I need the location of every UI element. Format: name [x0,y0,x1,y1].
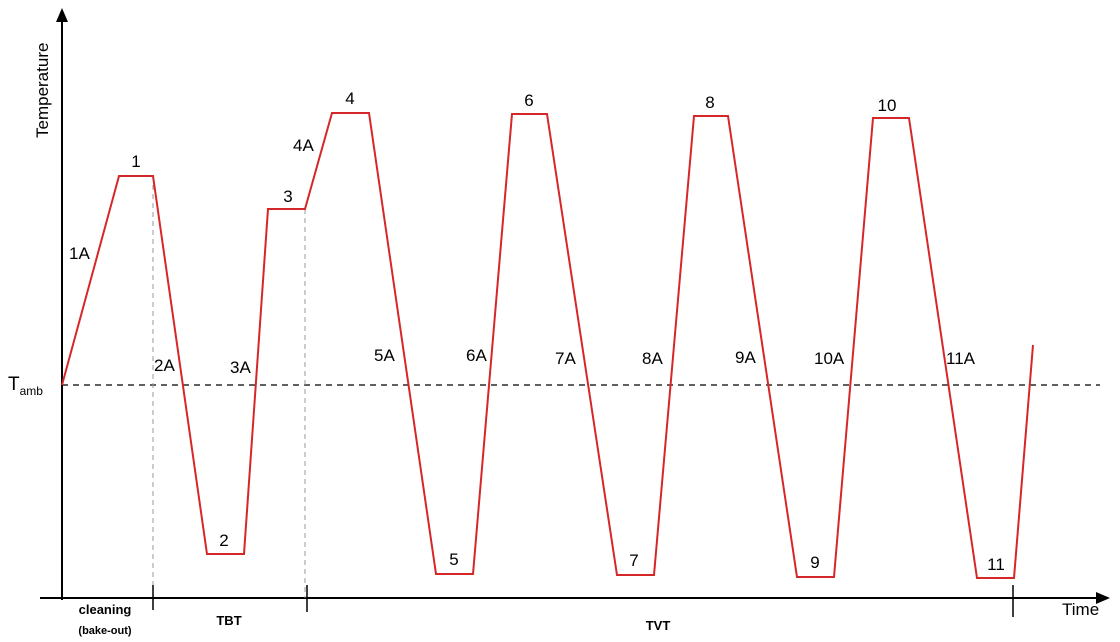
phase-label-cleaning: cleaning [79,602,132,617]
transition-label-3A: 3A [230,358,251,377]
temperature-profile-line [61,112,1034,579]
transition-label-10A: 10A [814,349,845,368]
transition-label-2A: 2A [154,356,175,375]
point-label-9: 9 [810,553,819,572]
y-axis-label: Temperature [33,43,52,138]
transition-label-7A: 7A [555,349,576,368]
phase-label-tbt: TBT [216,613,241,628]
transition-label-4A: 4A [293,136,314,155]
transition-label-9A: 9A [735,348,756,367]
transition-label-6A: 6A [466,346,487,365]
x-axis-arrow-icon [1096,592,1110,604]
point-label-6: 6 [524,91,533,110]
y-axis-arrow-icon [56,8,68,22]
point-label-10: 10 [878,96,897,115]
point-label-5: 5 [449,550,458,569]
transition-label-5A: 5A [374,346,395,365]
point-label-2: 2 [219,531,228,550]
point-label-7: 7 [629,551,638,570]
phase-label-cleaning-sub: (bake-out) [78,625,132,637]
transition-label-8A: 8A [642,349,663,368]
point-label-11: 11 [987,555,1005,574]
point-label-3: 3 [283,187,292,206]
transition-label-1A: 1A [69,244,90,263]
ambient-reference-label: Tamb [8,374,43,398]
point-label-1: 1 [131,152,140,171]
x-axis-label: Time [1062,600,1099,619]
point-label-8: 8 [705,93,714,112]
point-label-4: 4 [345,89,354,108]
transition-label-11A: 11A [946,349,976,368]
phase-label-tvt: TVT [646,618,671,633]
